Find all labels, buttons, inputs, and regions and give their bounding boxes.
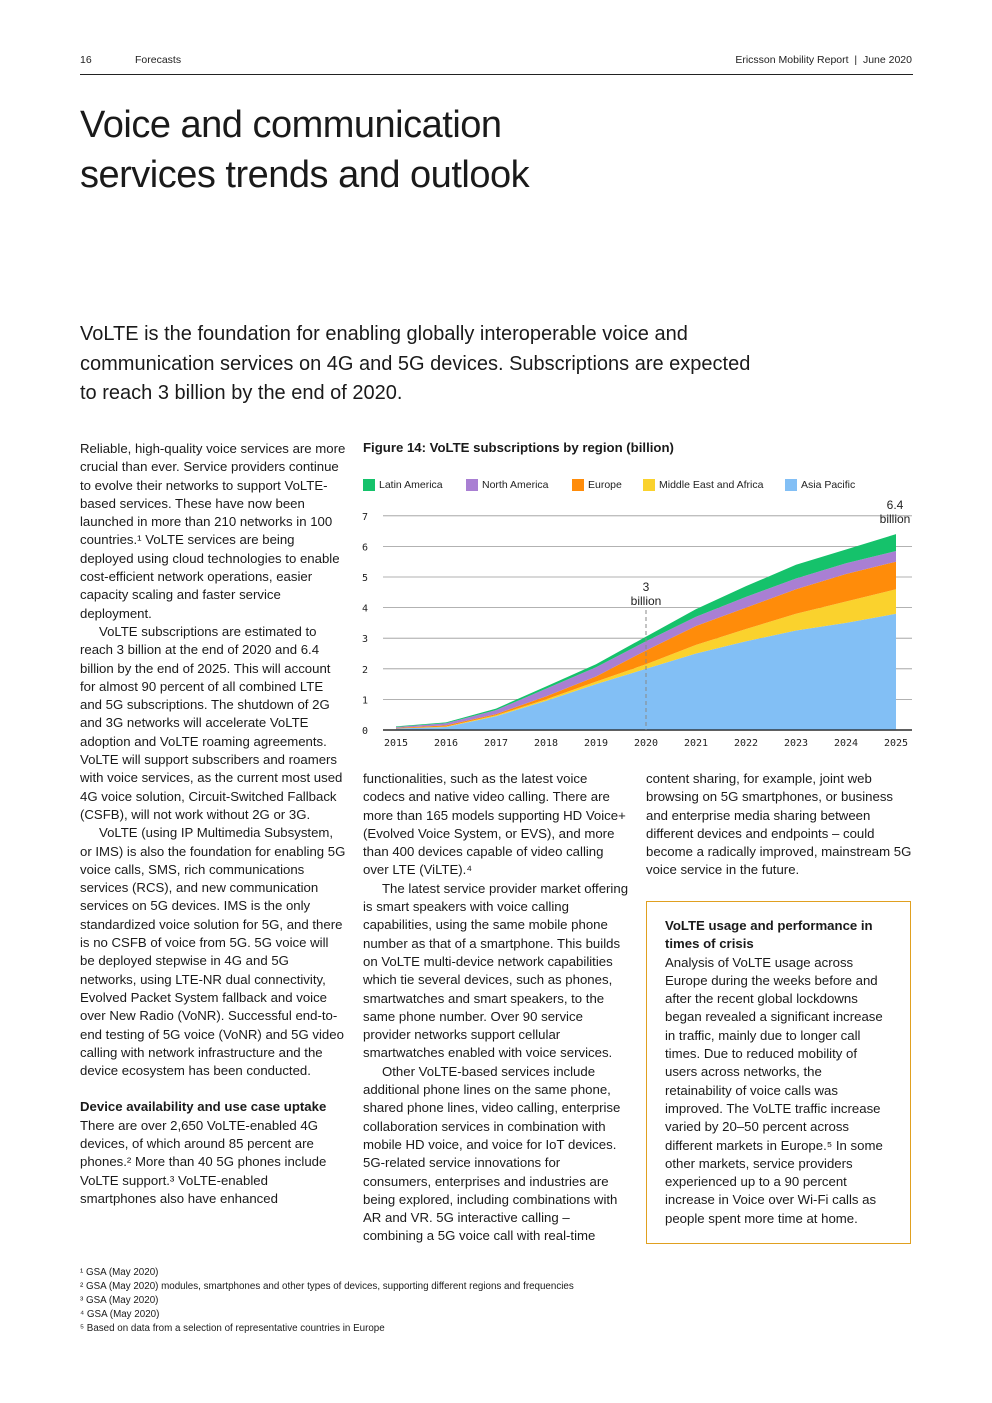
y-tick-label: 6 — [362, 542, 368, 553]
y-tick-label: 3 — [362, 634, 368, 645]
callout-text: Analysis of VoLTE usage across Europe du… — [665, 954, 883, 1226]
paragraph: Other VoLTE-based services include addit… — [363, 1063, 621, 1244]
annotation-label: 3 — [643, 580, 650, 594]
callout-title: VoLTE usage and performance in times of … — [665, 918, 873, 952]
x-tick-label: 2025 — [884, 738, 908, 749]
area-europe — [396, 561, 896, 729]
legend-label: Asia Pacific — [801, 479, 855, 491]
area-north-america — [396, 550, 896, 728]
legend-label: Latin America — [379, 479, 443, 491]
paragraph: content sharing, for example, joint web … — [646, 771, 912, 878]
legend-label: Middle East and Africa — [659, 479, 764, 491]
legend-label: North America — [482, 479, 549, 491]
y-tick-label: 0 — [362, 726, 368, 737]
x-tick-label: 2022 — [734, 738, 758, 749]
callout-box: VoLTE usage and performance in times of … — [646, 901, 911, 1245]
paragraph: VoLTE (using IP Multimedia Subsystem, or… — [80, 825, 346, 1079]
x-tick-label: 2018 — [534, 738, 558, 749]
area-latin-america — [396, 534, 896, 727]
paragraph: There are over 2,650 VoLTE-enabled 4G de… — [80, 1117, 327, 1206]
legend-swatch — [466, 479, 478, 491]
footnote: ⁴ GSA (May 2020) — [80, 1309, 160, 1320]
lead-paragraph: VoLTE is the foundation for enabling glo… — [80, 323, 751, 404]
legend-swatch — [643, 479, 655, 491]
column-3: content sharing, for example, joint web … — [646, 770, 912, 880]
x-tick-label: 2023 — [784, 738, 808, 749]
footnote: ⁵ Based on data from a selection of repr… — [80, 1323, 385, 1334]
x-tick-label: 2024 — [834, 738, 858, 749]
section-name: Forecasts — [135, 54, 182, 66]
footnote: ¹ GSA (May 2020) — [80, 1267, 159, 1278]
footnotes: ¹ GSA (May 2020) ² GSA (May 2020) module… — [80, 1266, 574, 1336]
title-line-1: Voice and communication — [80, 104, 502, 146]
figure-title: Figure 14: VoLTE subscriptions by region… — [363, 440, 674, 455]
y-tick-label: 5 — [362, 573, 368, 584]
column-1: Reliable, high-quality voice services ar… — [80, 440, 346, 1208]
x-tick-label: 2019 — [584, 738, 608, 749]
legend-swatch — [785, 479, 797, 491]
column-2: functionalities, such as the latest voic… — [363, 770, 631, 1246]
paragraph: Reliable, high-quality voice services ar… — [80, 441, 346, 621]
y-tick-label: 2 — [362, 665, 368, 676]
legend-swatch — [363, 479, 375, 491]
legend-swatch — [572, 479, 584, 491]
area-middle-east-and-africa — [396, 589, 896, 729]
annotation-label: 6.4 — [887, 498, 904, 512]
y-tick-label: 7 — [362, 512, 368, 523]
x-tick-label: 2017 — [484, 738, 508, 749]
y-tick-label: 4 — [362, 604, 368, 615]
header-rule — [80, 74, 913, 75]
x-tick-label: 2021 — [684, 738, 708, 749]
area-asia-pacific — [396, 613, 896, 730]
title-line-2: services trends and outlook — [80, 154, 530, 196]
legend-label: Europe — [588, 479, 622, 491]
annotation-label: billion — [880, 512, 911, 526]
paragraph: VoLTE subscriptions are estimated to rea… — [80, 623, 343, 822]
section-heading: Device availability and use case uptake — [80, 1099, 327, 1115]
x-tick-label: 2020 — [634, 738, 658, 749]
annotation-label: billion — [631, 594, 662, 608]
publication-title: Ericsson Mobility Report | June 2020 — [735, 54, 912, 66]
x-tick-label: 2016 — [434, 738, 458, 749]
footnote: ³ GSA (May 2020) — [80, 1295, 159, 1306]
footnote: ² GSA (May 2020) modules, smartphones an… — [80, 1281, 574, 1292]
y-tick-label: 1 — [362, 695, 368, 706]
page-title: Voice and communication services trends a… — [80, 100, 530, 200]
paragraph: The latest service provider market offer… — [363, 880, 629, 1061]
paragraph: functionalities, such as the latest voic… — [363, 771, 626, 878]
x-tick-label: 2015 — [384, 738, 408, 749]
volte-area-chart: 0 1 2 3 4 5 6 7 2015 2016 2017 2018 2019 2020 2021 2022… — [362, 479, 912, 749]
page-number: 16 — [80, 54, 92, 66]
